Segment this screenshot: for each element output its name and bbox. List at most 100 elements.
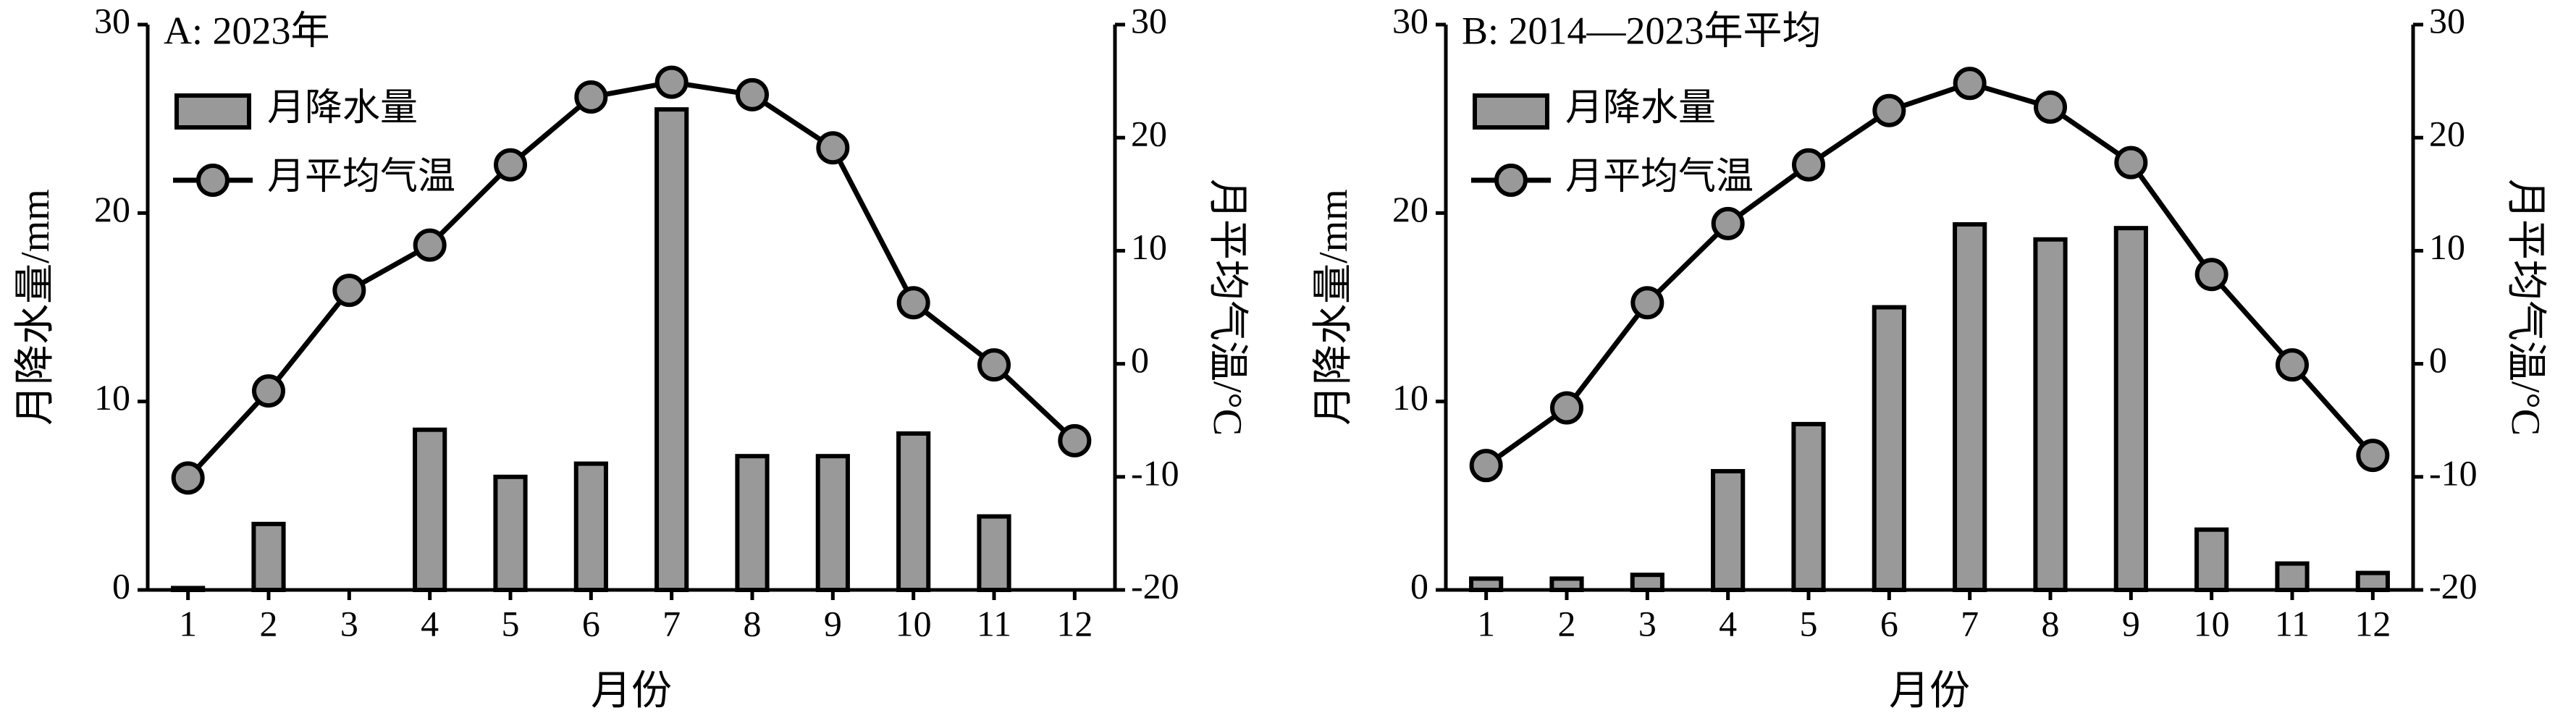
x-tick-label: 6 — [1880, 603, 1898, 643]
y2-tick-label: -20 — [1131, 565, 1179, 606]
bar — [493, 474, 528, 592]
x-tick-label: 12 — [1056, 603, 1093, 643]
marker — [494, 148, 527, 182]
x-tick-label: 9 — [2122, 603, 2140, 643]
marker — [1872, 93, 1906, 127]
x-tick-label: 8 — [744, 603, 762, 643]
marker — [413, 228, 447, 262]
bar — [1872, 305, 1906, 592]
bar — [2194, 527, 2229, 593]
bar — [1549, 576, 1584, 593]
marker — [2034, 90, 2067, 124]
bar — [815, 454, 850, 592]
chart-title: A: 2023年 — [164, 9, 330, 52]
chart-title: B: 2014—2023年平均 — [1462, 9, 1822, 52]
bar — [2355, 570, 2390, 593]
marker — [1953, 67, 1987, 101]
y-axis-label: 月降水量/mm — [1311, 189, 1356, 426]
x-axis-label: 月份 — [1889, 669, 1970, 714]
y-axis-label: 月降水量/mm — [13, 189, 58, 426]
y2-tick-label: 30 — [1131, 0, 1167, 41]
y-tick-label: 0 — [1410, 565, 1428, 606]
x-tick-label: 4 — [1719, 603, 1737, 643]
marker — [252, 374, 285, 408]
y2-tick-label: 20 — [1131, 114, 1167, 154]
y2-axis-label: 月平均气温/°C — [1205, 179, 1250, 436]
x-tick-label: 10 — [896, 603, 932, 643]
x-tick-label: 2 — [1558, 603, 1576, 643]
bar — [251, 521, 286, 593]
marker — [574, 80, 608, 114]
y2-tick-label: -20 — [2429, 565, 2478, 606]
bar — [2113, 226, 2148, 592]
y2-tick-label: -10 — [2429, 452, 2478, 493]
legend-marker — [1494, 164, 1528, 197]
marker — [977, 348, 1011, 382]
x-tick-label: 5 — [1800, 603, 1818, 643]
marker — [332, 274, 366, 308]
x-tick-label: 11 — [977, 603, 1011, 643]
y2-axis-label: 月平均气温/°C — [2503, 179, 2548, 436]
y2-tick-label: 0 — [1131, 339, 1149, 380]
legend-swatch — [174, 93, 251, 130]
x-tick-label: 7 — [1961, 603, 1979, 643]
legend-marker — [196, 164, 230, 197]
bar — [2033, 237, 2068, 592]
bar — [654, 107, 689, 592]
bar — [2275, 561, 2310, 593]
legend-label: 月降水量 — [267, 88, 418, 129]
y2-tick-label: -10 — [1131, 452, 1179, 493]
legend-swatch — [1473, 93, 1549, 130]
marker — [2114, 145, 2148, 180]
bar — [896, 431, 931, 592]
bar — [1953, 221, 1987, 592]
y2-tick-label: 10 — [1131, 227, 1167, 267]
x-tick-label: 5 — [502, 603, 520, 643]
y-tick-label: 10 — [94, 377, 130, 418]
y2-tick-label: 20 — [2429, 114, 2465, 154]
x-tick-label: 12 — [2354, 603, 2391, 643]
bar — [1711, 468, 1746, 592]
marker — [1792, 148, 1825, 182]
x-tick-label: 1 — [179, 603, 197, 643]
y2-tick-label: 0 — [2429, 339, 2447, 380]
x-tick-label: 9 — [824, 603, 842, 643]
legend-label: 月降水量 — [1565, 88, 1716, 129]
x-tick-label: 4 — [421, 603, 439, 643]
bar — [413, 427, 447, 593]
x-tick-label: 10 — [2194, 603, 2230, 643]
line — [1484, 80, 2375, 468]
x-tick-label: 3 — [340, 603, 358, 643]
y-tick-label: 20 — [94, 189, 130, 229]
bar — [977, 514, 1011, 592]
y-tick-label: 20 — [1392, 189, 1428, 229]
x-tick-label: 8 — [2042, 603, 2060, 643]
marker — [171, 461, 205, 495]
bar — [1791, 421, 1826, 593]
line — [186, 80, 1077, 480]
marker — [1058, 423, 1092, 457]
x-tick-label: 1 — [1477, 603, 1495, 643]
marker — [896, 286, 930, 320]
marker — [1711, 206, 1745, 240]
marker — [1469, 449, 1503, 483]
x-tick-label: 7 — [662, 603, 681, 643]
bar — [573, 461, 608, 592]
x-tick-label: 2 — [260, 603, 278, 643]
y2-tick-label: 30 — [2429, 0, 2465, 41]
x-tick-label: 11 — [2275, 603, 2310, 643]
bar — [1630, 573, 1664, 593]
bar — [735, 454, 770, 592]
legend-label: 月平均气温 — [267, 156, 455, 198]
y-tick-label: 30 — [94, 0, 130, 41]
marker — [736, 77, 769, 111]
y2-tick-label: 10 — [2429, 227, 2465, 267]
marker — [1550, 391, 1583, 425]
bar — [171, 586, 206, 593]
marker — [2276, 348, 2309, 382]
y-tick-label: 10 — [1392, 377, 1428, 418]
x-tick-label: 6 — [582, 603, 600, 643]
y-tick-label: 30 — [1392, 0, 1428, 41]
legend-label: 月平均气温 — [1565, 156, 1754, 198]
